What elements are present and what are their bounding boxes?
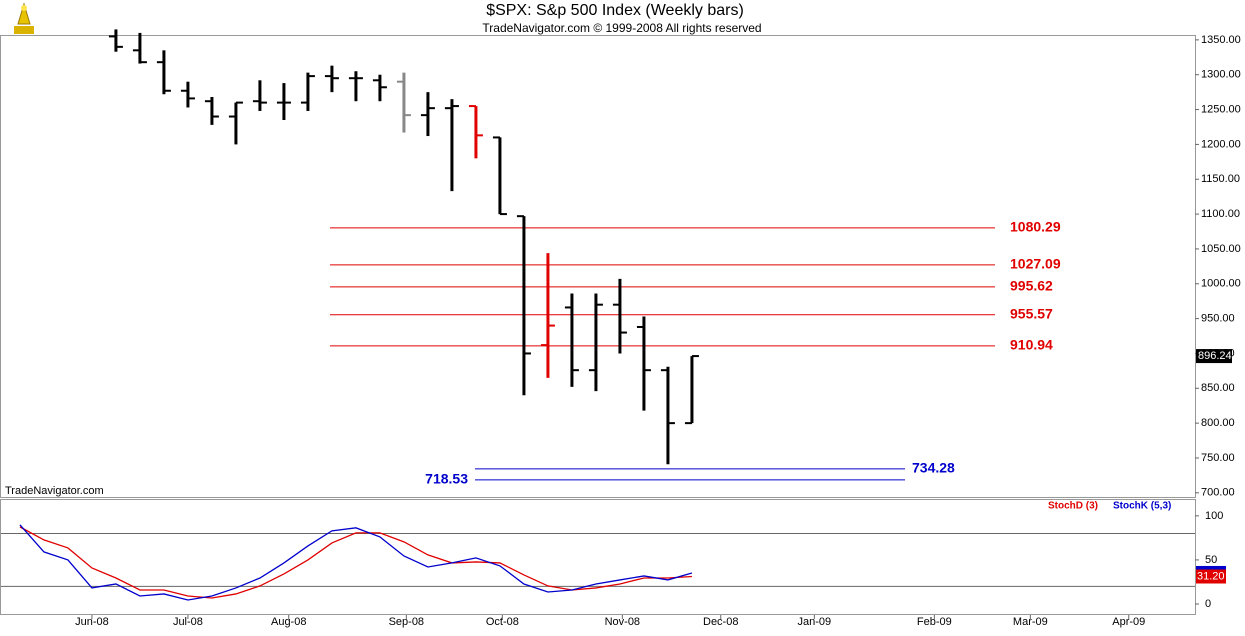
y-tick-label: 1250.00	[1201, 103, 1241, 115]
y-tick-label: 0	[1205, 598, 1211, 610]
y-tick-label: 1200.00	[1201, 138, 1241, 150]
x-tick-label: Jul-08	[173, 616, 203, 628]
stoch-panel	[0, 499, 1196, 615]
x-tick-label: Dec-08	[703, 616, 738, 628]
level-label: 955.57	[1010, 305, 1053, 321]
watermark: TradeNavigator.com	[5, 485, 104, 497]
y-tick-label: 1050.00	[1201, 243, 1241, 255]
x-tick-label: Oct-08	[486, 616, 519, 628]
stoch-line	[19, 524, 693, 601]
stoch-line	[19, 526, 692, 599]
x-tick-label: Jan-09	[798, 616, 832, 628]
chart-subtitle: TradeNavigator.com © 1999-2008 All right…	[482, 21, 761, 35]
last-value-box	[1196, 569, 1226, 584]
level-label: 1027.09	[1010, 256, 1061, 272]
level-label: 1080.29	[1010, 219, 1061, 235]
level-label: 718.53	[425, 471, 468, 487]
level-label: 995.62	[1010, 278, 1053, 294]
y-tick-label: 50	[1205, 554, 1217, 566]
y-tick-label: 800.00	[1201, 417, 1235, 429]
x-tick-label: Apr-09	[1112, 616, 1145, 628]
last-price-box	[1196, 349, 1232, 364]
y-tick-label: 950.00	[1201, 313, 1235, 325]
chart-title: $SPX: S&p 500 Index (Weekly bars)	[486, 2, 744, 19]
y-tick-label: 1000.00	[1201, 278, 1241, 290]
y-tick-label: 1100.00	[1201, 208, 1240, 220]
x-tick-label: Sep-08	[389, 616, 424, 628]
logo	[14, 2, 34, 34]
level-label: 734.28	[912, 460, 955, 476]
y-tick-label: 700.00	[1201, 487, 1235, 499]
y-tick-label: 850.00	[1201, 382, 1235, 394]
level-label: 910.94	[1010, 337, 1053, 353]
price-panel	[0, 35, 1196, 498]
x-tick-label: Jun-08	[75, 616, 109, 628]
x-tick-label: Mar-09	[1013, 616, 1048, 628]
legend-label: StochK (5,3)	[1113, 501, 1171, 512]
y-tick-label: 1300.00	[1201, 69, 1241, 81]
y-tick-label: 750.00	[1201, 452, 1235, 464]
x-tick-label: Nov-08	[605, 616, 640, 628]
x-tick-label: Aug-08	[271, 616, 306, 628]
y-tick-label: 100	[1205, 510, 1223, 522]
legend-label: StochD (3)	[1048, 501, 1098, 512]
last-value-label: 31.20	[1197, 570, 1225, 582]
y-tick-label: 1150.00	[1201, 173, 1240, 185]
y-tick-label: 1350.00	[1201, 34, 1241, 46]
x-tick-label: Feb-09	[917, 616, 952, 628]
last-price-label: 896.24	[1198, 350, 1232, 362]
